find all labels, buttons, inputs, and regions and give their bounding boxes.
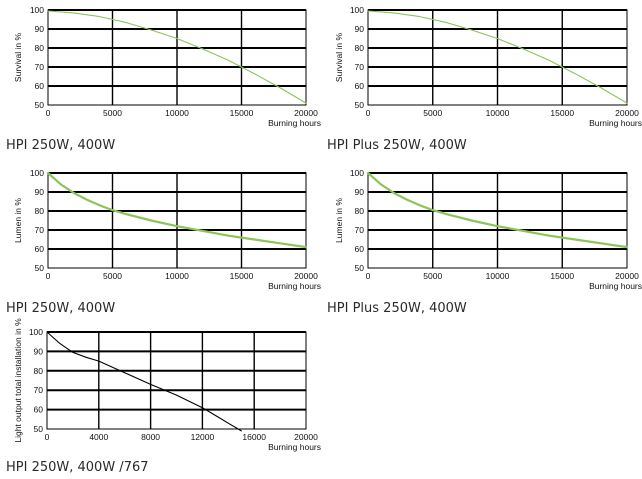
y-tick-label: 50 (34, 424, 44, 434)
y-tick-label: 50 (35, 100, 45, 110)
y-tick-label: 80 (355, 43, 365, 53)
x-tick-label: 0 (46, 108, 51, 118)
plot-frame (47, 9, 307, 106)
chart-caption: HPI 250W, 400W (6, 138, 116, 153)
chart-lumen-hpi-plus: 50 60 70 80 90 100 0 5000 10000 15000 20000 Burning… (321, 163, 642, 323)
y-tick-label: 80 (35, 43, 45, 53)
chart-light-output-installation-svg: 50 60 70 80 90 100 0 4000 8000 12000 16000 20000Bur… (13, 318, 321, 452)
y-tick-label: 50 (355, 100, 365, 110)
y-axis-label: Lumen in % (334, 198, 344, 243)
y-tick-label: 60 (355, 81, 365, 91)
plot-frame (46, 331, 307, 430)
x-tick-label: 15000 (550, 271, 574, 281)
series-line (47, 10, 307, 104)
x-tick-label: 15000 (230, 108, 254, 118)
chart-lumen-hpi-svg: 50 60 70 80 90 100 0 5000 10000 15000 20000Burning… (13, 168, 321, 291)
plot-frame (367, 9, 628, 106)
y-tick-label: 100 (29, 327, 43, 337)
x-tick-label: 20000 (294, 432, 318, 442)
x-tick-label: 5000 (423, 108, 442, 118)
x-tick-label: 20000 (294, 108, 318, 118)
chart-caption: HPI 250W, 400W /767 (6, 460, 149, 475)
x-tick-label: 12000 (191, 432, 215, 442)
x-tick-label: 10000 (165, 271, 189, 281)
series-line (46, 171, 308, 249)
series-line (366, 171, 629, 249)
x-axis-label: Burning hours (268, 442, 321, 452)
chart-survival-hpi-svg: 50 60 70 80 90 100 0 5000 10000 15000 20000Burning… (13, 5, 321, 128)
chart-survival-hpi: 50 60 70 80 90 100 0 5000 10000 15000 20000 Burning… (0, 0, 321, 160)
x-axis-label: Burning hours (589, 118, 642, 128)
x-tick-label: 10000 (165, 108, 189, 118)
y-tick-label: 50 (35, 263, 45, 273)
x-tick-label: 5000 (423, 271, 442, 281)
y-tick-label: 60 (34, 405, 44, 415)
chart-lumen-hpi: 50 60 70 80 90 100 0 5000 10000 15000 20000 Burning… (0, 163, 321, 323)
y-tick-label: 90 (355, 187, 365, 197)
x-axis-label: Burning hours (268, 118, 321, 128)
y-tick-label: 90 (35, 187, 45, 197)
chart-caption: HPI Plus 250W, 400W (327, 301, 467, 316)
x-tick-label: 16000 (242, 432, 266, 442)
y-tick-label: 90 (355, 24, 365, 34)
y-tick-label: 80 (35, 206, 45, 216)
x-tick-label: 10000 (486, 108, 510, 118)
chart-lumen-hpi-plus-svg: 50 60 70 80 90 100 0 5000 10000 15000 20000Burning… (334, 168, 642, 291)
x-tick-label: 0 (45, 432, 50, 442)
x-tick-label: 5000 (103, 108, 122, 118)
x-tick-label: 20000 (615, 108, 639, 118)
y-tick-label: 100 (30, 5, 44, 15)
y-tick-label: 60 (35, 81, 45, 91)
y-tick-label: 60 (35, 244, 45, 254)
y-tick-label: 100 (350, 168, 364, 178)
x-tick-label: 0 (366, 108, 371, 118)
x-tick-label: 15000 (230, 271, 254, 281)
y-axis-label: Survival in % (13, 33, 23, 83)
plot-frame (367, 172, 628, 269)
x-tick-label: 8000 (141, 432, 160, 442)
series-line (46, 331, 242, 432)
x-tick-label: 20000 (615, 271, 639, 281)
y-axis-label: Light output total installation in % (13, 318, 23, 443)
chart-light-output-installation: 50 60 70 80 90 100 0 4000 8000 12000 16000 20000 Bur… (0, 318, 321, 479)
plot-frame (47, 172, 307, 269)
y-tick-label: 70 (35, 225, 45, 235)
chart-caption: HPI 250W, 400W (6, 301, 116, 316)
y-tick-label: 90 (34, 346, 44, 356)
x-tick-label: 15000 (550, 108, 574, 118)
y-tick-label: 80 (355, 206, 365, 216)
series-line (367, 10, 628, 104)
y-tick-label: 70 (355, 225, 365, 235)
y-axis-label: Survival in % (334, 33, 344, 83)
x-axis-label: Burning hours (589, 281, 642, 291)
y-tick-label: 70 (34, 385, 44, 395)
chart-survival-hpi-plus: 50 60 70 80 90 100 0 5000 10000 15000 20000 Burning… (321, 0, 642, 160)
x-tick-label: 4000 (89, 432, 108, 442)
x-axis-label: Burning hours (268, 281, 321, 291)
x-tick-label: 0 (366, 271, 371, 281)
y-tick-label: 60 (355, 244, 365, 254)
y-tick-label: 80 (34, 366, 44, 376)
y-tick-label: 50 (355, 263, 365, 273)
y-axis-label: Lumen in % (13, 198, 23, 243)
y-tick-label: 100 (30, 168, 44, 178)
y-tick-label: 90 (35, 24, 45, 34)
y-tick-label: 100 (350, 5, 364, 15)
chart-caption: HPI Plus 250W, 400W (327, 138, 467, 153)
x-tick-label: 5000 (103, 271, 122, 281)
y-tick-label: 70 (355, 62, 365, 72)
x-tick-label: 0 (46, 271, 51, 281)
x-tick-label: 20000 (294, 271, 318, 281)
chart-survival-hpi-plus-svg: 50 60 70 80 90 100 0 5000 10000 15000 20000Burning… (334, 5, 642, 128)
y-tick-label: 70 (35, 62, 45, 72)
x-tick-label: 10000 (486, 271, 510, 281)
